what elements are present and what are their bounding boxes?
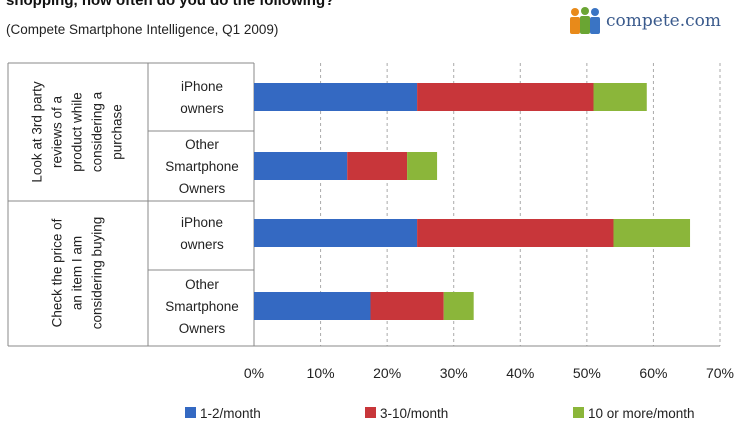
- legend-label: 10 or more/month: [588, 406, 695, 421]
- category-label: Smartphone: [165, 299, 239, 314]
- chart-title: shopping, how often do you do the follow…: [6, 0, 335, 9]
- bar-segment: [417, 219, 614, 247]
- category-label: iPhone: [181, 79, 223, 94]
- x-tick-label: 50%: [573, 365, 601, 381]
- bar-segment: [254, 83, 418, 111]
- bar-segment: [593, 83, 647, 111]
- bar-segment: [613, 219, 691, 247]
- group-label: purchase: [110, 104, 125, 160]
- bar-segment: [254, 152, 348, 180]
- category-label: owners: [180, 237, 224, 252]
- group-label: Look at 3rd party: [30, 81, 45, 183]
- group-label: considering buying: [90, 217, 105, 330]
- bar-segment: [407, 152, 438, 180]
- legend-label: 1-2/month: [200, 406, 261, 421]
- x-tick-label: 40%: [506, 365, 534, 381]
- x-tick-label: 70%: [706, 365, 734, 381]
- legend-swatch: [573, 407, 584, 418]
- bar-segment: [254, 292, 371, 320]
- group-label: considering a: [90, 91, 105, 172]
- legend-label: 3-10/month: [380, 406, 448, 421]
- category-label: owners: [180, 101, 224, 116]
- x-tick-label: 30%: [440, 365, 468, 381]
- bar-segment: [443, 292, 474, 320]
- logo-text: compete.com: [606, 11, 721, 31]
- category-label: iPhone: [181, 215, 223, 230]
- category-label: Owners: [179, 321, 226, 336]
- x-tick-label: 60%: [639, 365, 667, 381]
- compete-logo: compete.com: [568, 4, 721, 38]
- category-label: Smartphone: [165, 159, 239, 174]
- chart-subtitle: (Compete Smartphone Intelligence, Q1 200…: [6, 22, 279, 37]
- x-tick-label: 0%: [244, 365, 264, 381]
- bar-segment: [370, 292, 444, 320]
- category-label: Other: [185, 277, 219, 292]
- bar-segment: [347, 152, 408, 180]
- x-tick-label: 20%: [373, 365, 401, 381]
- x-tick-label: 10%: [307, 365, 335, 381]
- group-label: Check the price of: [50, 218, 65, 327]
- bar-segment: [417, 83, 594, 111]
- category-label: Other: [185, 137, 219, 152]
- legend-swatch: [365, 407, 376, 418]
- category-label: Owners: [179, 181, 226, 196]
- bar-segment: [254, 219, 418, 247]
- group-label: reviews of a: [50, 95, 65, 168]
- group-label: an item I am: [70, 236, 85, 310]
- group-label: product while: [70, 92, 85, 172]
- people-icon: [570, 7, 600, 34]
- legend-swatch: [185, 407, 196, 418]
